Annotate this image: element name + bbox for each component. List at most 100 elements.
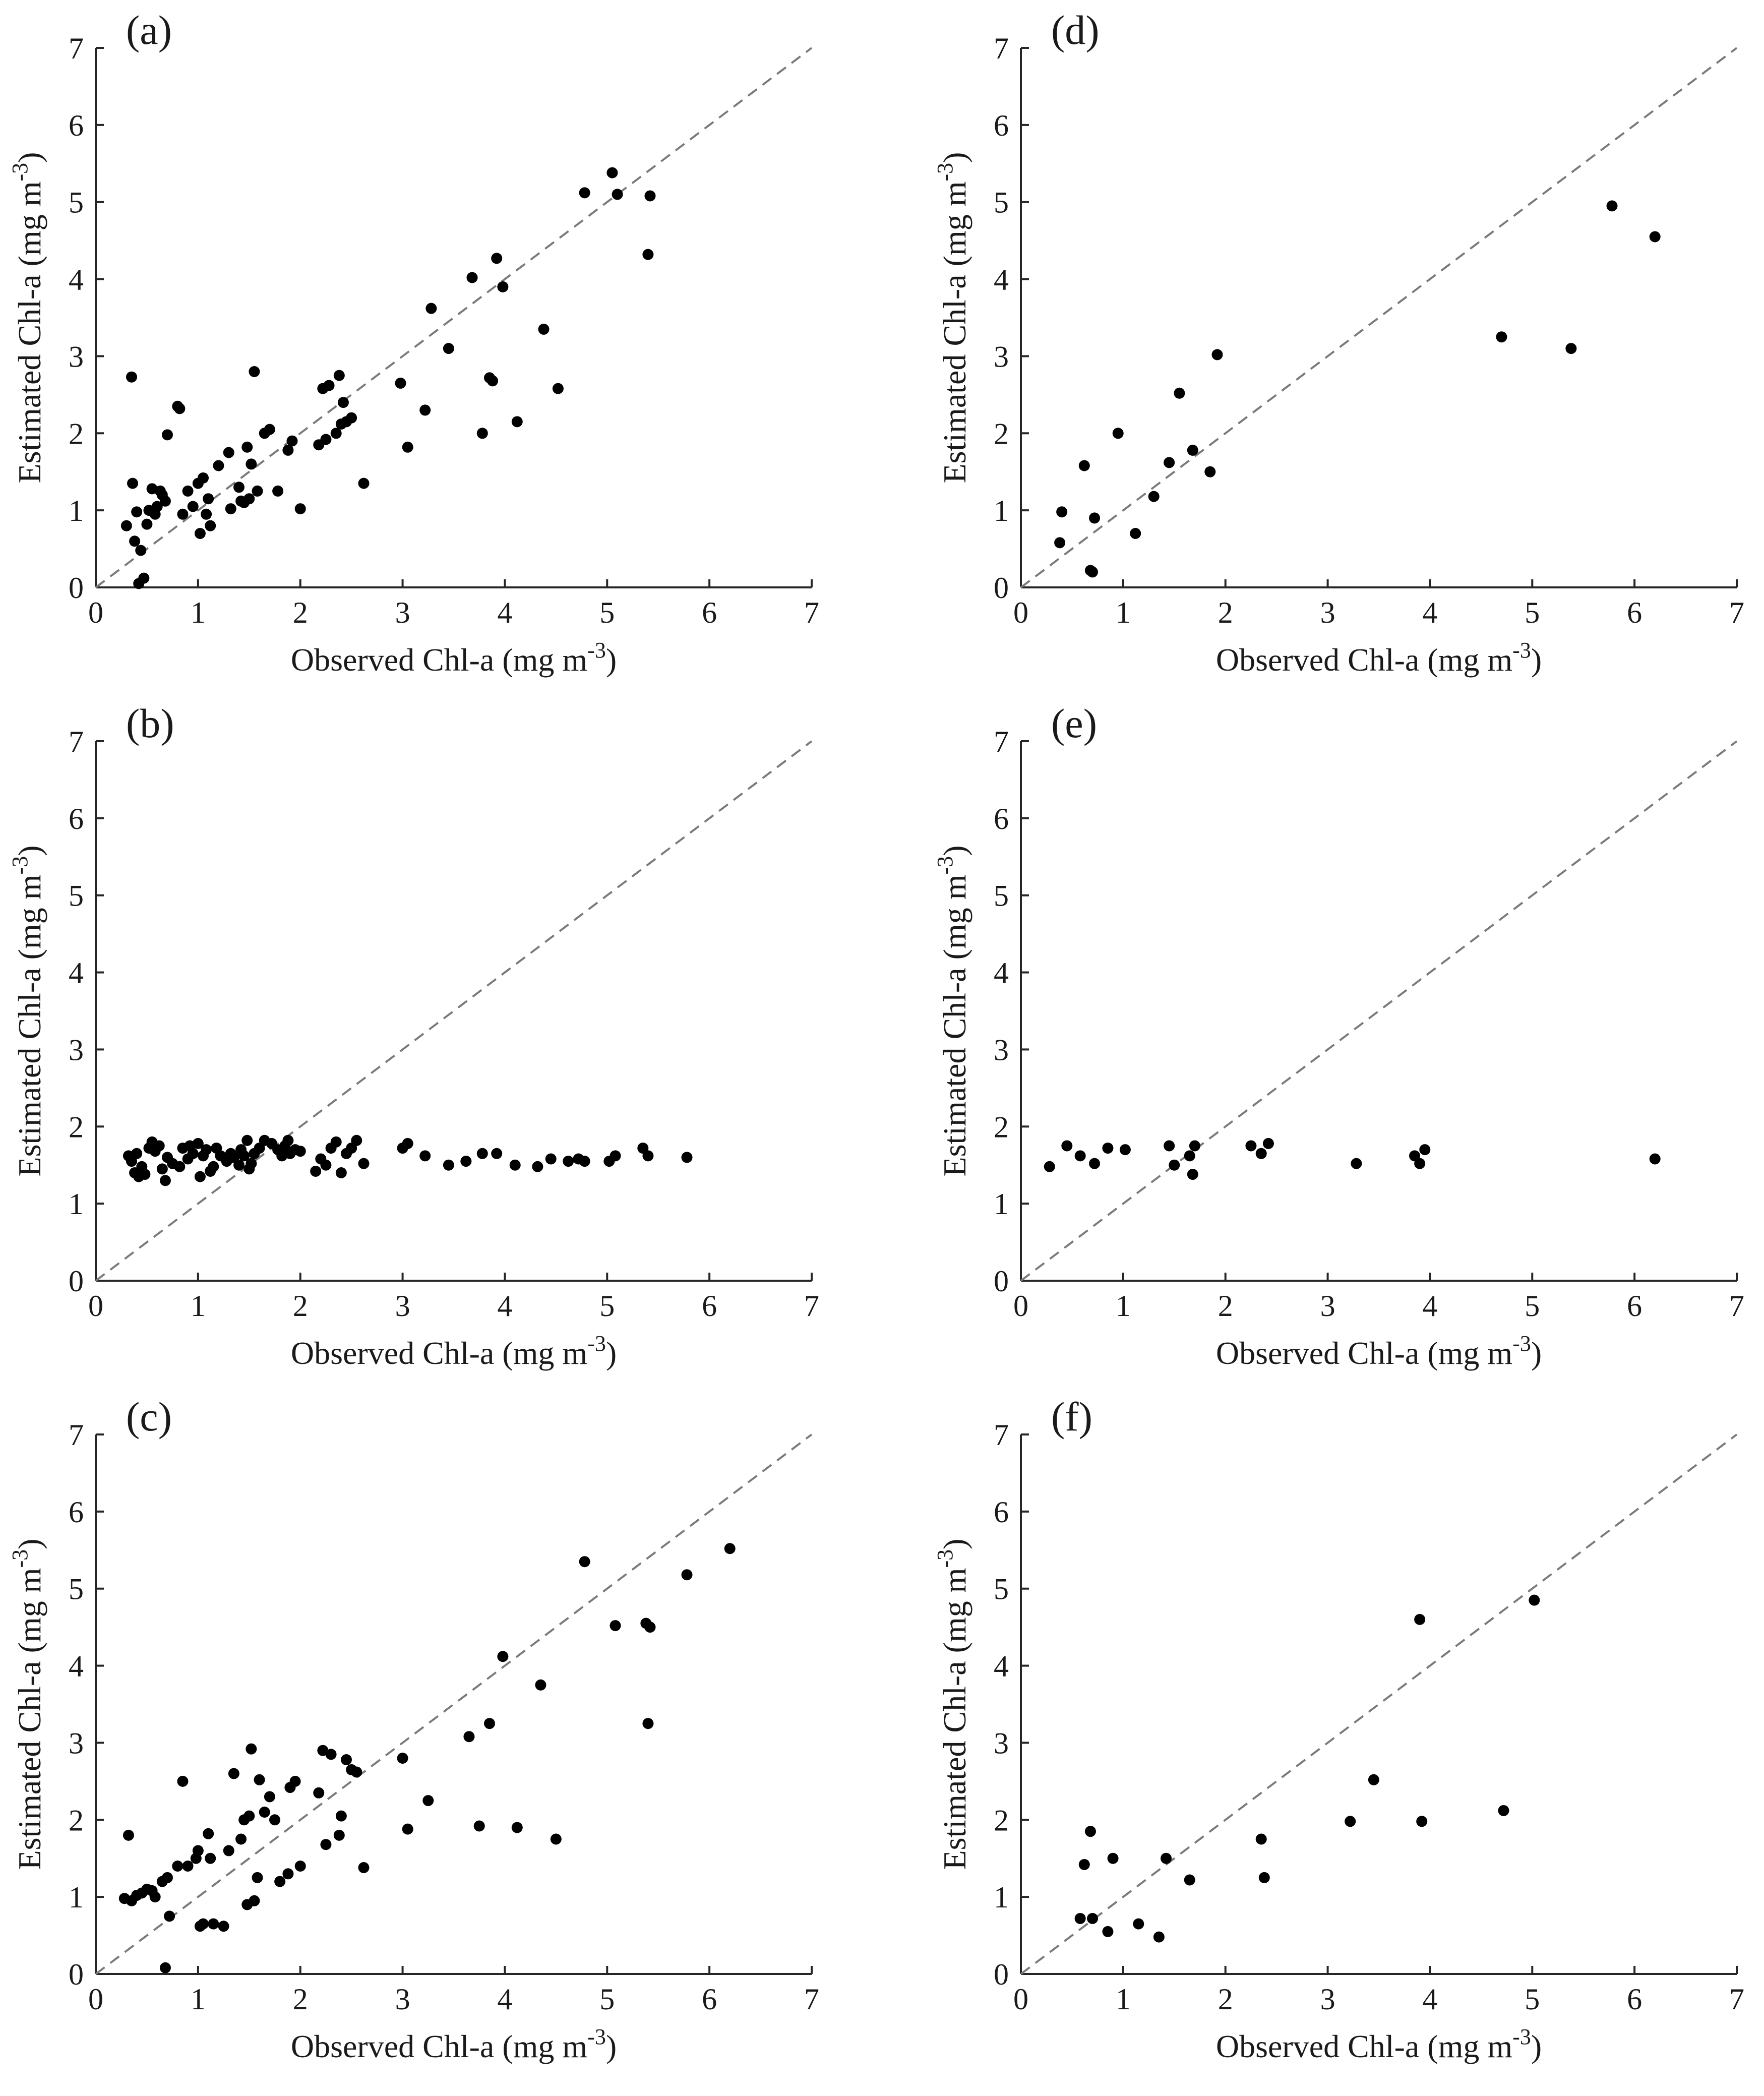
data-point [131, 506, 143, 518]
x-tick-label: 4 [497, 1289, 512, 1323]
data-point [1164, 1140, 1175, 1152]
x-tick-label: 7 [804, 596, 819, 629]
data-point [1649, 231, 1661, 243]
x-tick-label: 5 [1525, 596, 1540, 629]
data-point [419, 404, 431, 416]
x-tick-label: 0 [1013, 596, 1028, 629]
data-point [203, 1828, 214, 1839]
data-point [1102, 1143, 1114, 1154]
data-point [642, 1718, 654, 1729]
data-point [174, 403, 186, 414]
data-point [491, 253, 503, 264]
data-point [1255, 1148, 1267, 1159]
data-point [443, 1159, 454, 1171]
data-point [532, 1161, 543, 1172]
x-tick-label: 5 [1525, 1289, 1540, 1323]
data-point [182, 485, 194, 497]
data-point [642, 249, 654, 260]
y-tick-label: 2 [69, 1804, 84, 1837]
y-tick-label: 3 [994, 340, 1009, 373]
data-point [476, 428, 488, 439]
data-point [1204, 466, 1216, 477]
data-point [205, 1852, 216, 1864]
x-tick-label: 1 [191, 1289, 206, 1323]
data-point [269, 1814, 280, 1826]
data-point [131, 1148, 143, 1159]
data-point [159, 495, 171, 507]
data-point [264, 1791, 275, 1803]
data-point [1044, 1161, 1055, 1172]
data-point [724, 1543, 736, 1554]
data-point [282, 1868, 294, 1880]
data-point [320, 1159, 332, 1171]
data-point [358, 1158, 370, 1169]
data-point [151, 501, 163, 512]
data-point [1345, 1816, 1356, 1827]
data-point [644, 190, 656, 202]
x-tick-label: 7 [804, 1983, 819, 2016]
data-point [282, 444, 294, 456]
x-axis-label: Observed Chl-a (mg m-3) [291, 1331, 617, 1371]
data-point [1649, 1153, 1661, 1165]
y-tick-label: 4 [994, 263, 1009, 296]
data-point [545, 1153, 557, 1165]
data-point [563, 1156, 574, 1167]
data-point [201, 1144, 212, 1156]
data-point [205, 520, 216, 531]
y-tick-label: 0 [69, 571, 84, 605]
one-to-one-line [95, 47, 813, 588]
data-point [127, 477, 139, 489]
data-point [484, 1718, 495, 1729]
data-point [610, 1150, 621, 1162]
y-axis-label: Estimated Chl-a (mg m-3) [933, 846, 972, 1177]
data-point [123, 1829, 134, 1841]
data-point [1054, 537, 1066, 549]
data-point [509, 1159, 521, 1171]
y-tick-label: 7 [69, 32, 84, 65]
data-point [208, 1161, 219, 1172]
data-point [681, 1152, 693, 1163]
data-point [1351, 1158, 1362, 1169]
data-point [1368, 1774, 1379, 1785]
data-point [241, 1134, 253, 1146]
data-point [610, 1620, 621, 1632]
data-point [1498, 1805, 1509, 1816]
data-point [579, 1156, 590, 1167]
data-point [286, 435, 298, 447]
data-point [164, 1910, 175, 1922]
data-point [1089, 1158, 1101, 1169]
data-point [511, 1822, 523, 1833]
y-tick-label: 1 [69, 494, 84, 527]
data-point [1084, 1826, 1096, 1837]
data-point [320, 434, 332, 445]
x-tick-label: 0 [88, 1289, 103, 1323]
panel-label: (e) [1051, 700, 1097, 746]
y-tick-label: 4 [994, 956, 1009, 990]
panel-label: (f) [1051, 1394, 1092, 1440]
data-point [252, 1872, 263, 1883]
data-point [208, 1918, 219, 1930]
data-point [1189, 1140, 1200, 1152]
x-tick-label: 2 [1218, 596, 1233, 629]
data-point [358, 477, 370, 489]
data-point [1187, 444, 1198, 456]
data-point [1074, 1150, 1086, 1162]
data-point [198, 1918, 209, 1930]
x-tick-label: 3 [395, 1289, 410, 1323]
data-point [443, 343, 454, 354]
x-tick-label: 1 [1116, 1289, 1131, 1323]
data-point [612, 189, 623, 200]
data-point [159, 1175, 171, 1186]
data-point [235, 1833, 247, 1845]
data-point [246, 458, 257, 470]
data-point [1414, 1158, 1426, 1169]
x-tick-label: 0 [88, 1983, 103, 2016]
data-point [579, 1556, 590, 1568]
x-tick-label: 1 [191, 1983, 206, 2016]
x-axis-label: Observed Chl-a (mg m-3) [1216, 1331, 1542, 1371]
data-point [153, 1140, 165, 1152]
data-point [606, 167, 618, 178]
panel-b: 0 1 2 3 4 5 6 7 0 1 2 3 4 5 6 7 (b) Observed Chl-a (mg m-… [8, 700, 819, 1371]
data-point [1496, 331, 1507, 343]
data-point [395, 377, 406, 389]
